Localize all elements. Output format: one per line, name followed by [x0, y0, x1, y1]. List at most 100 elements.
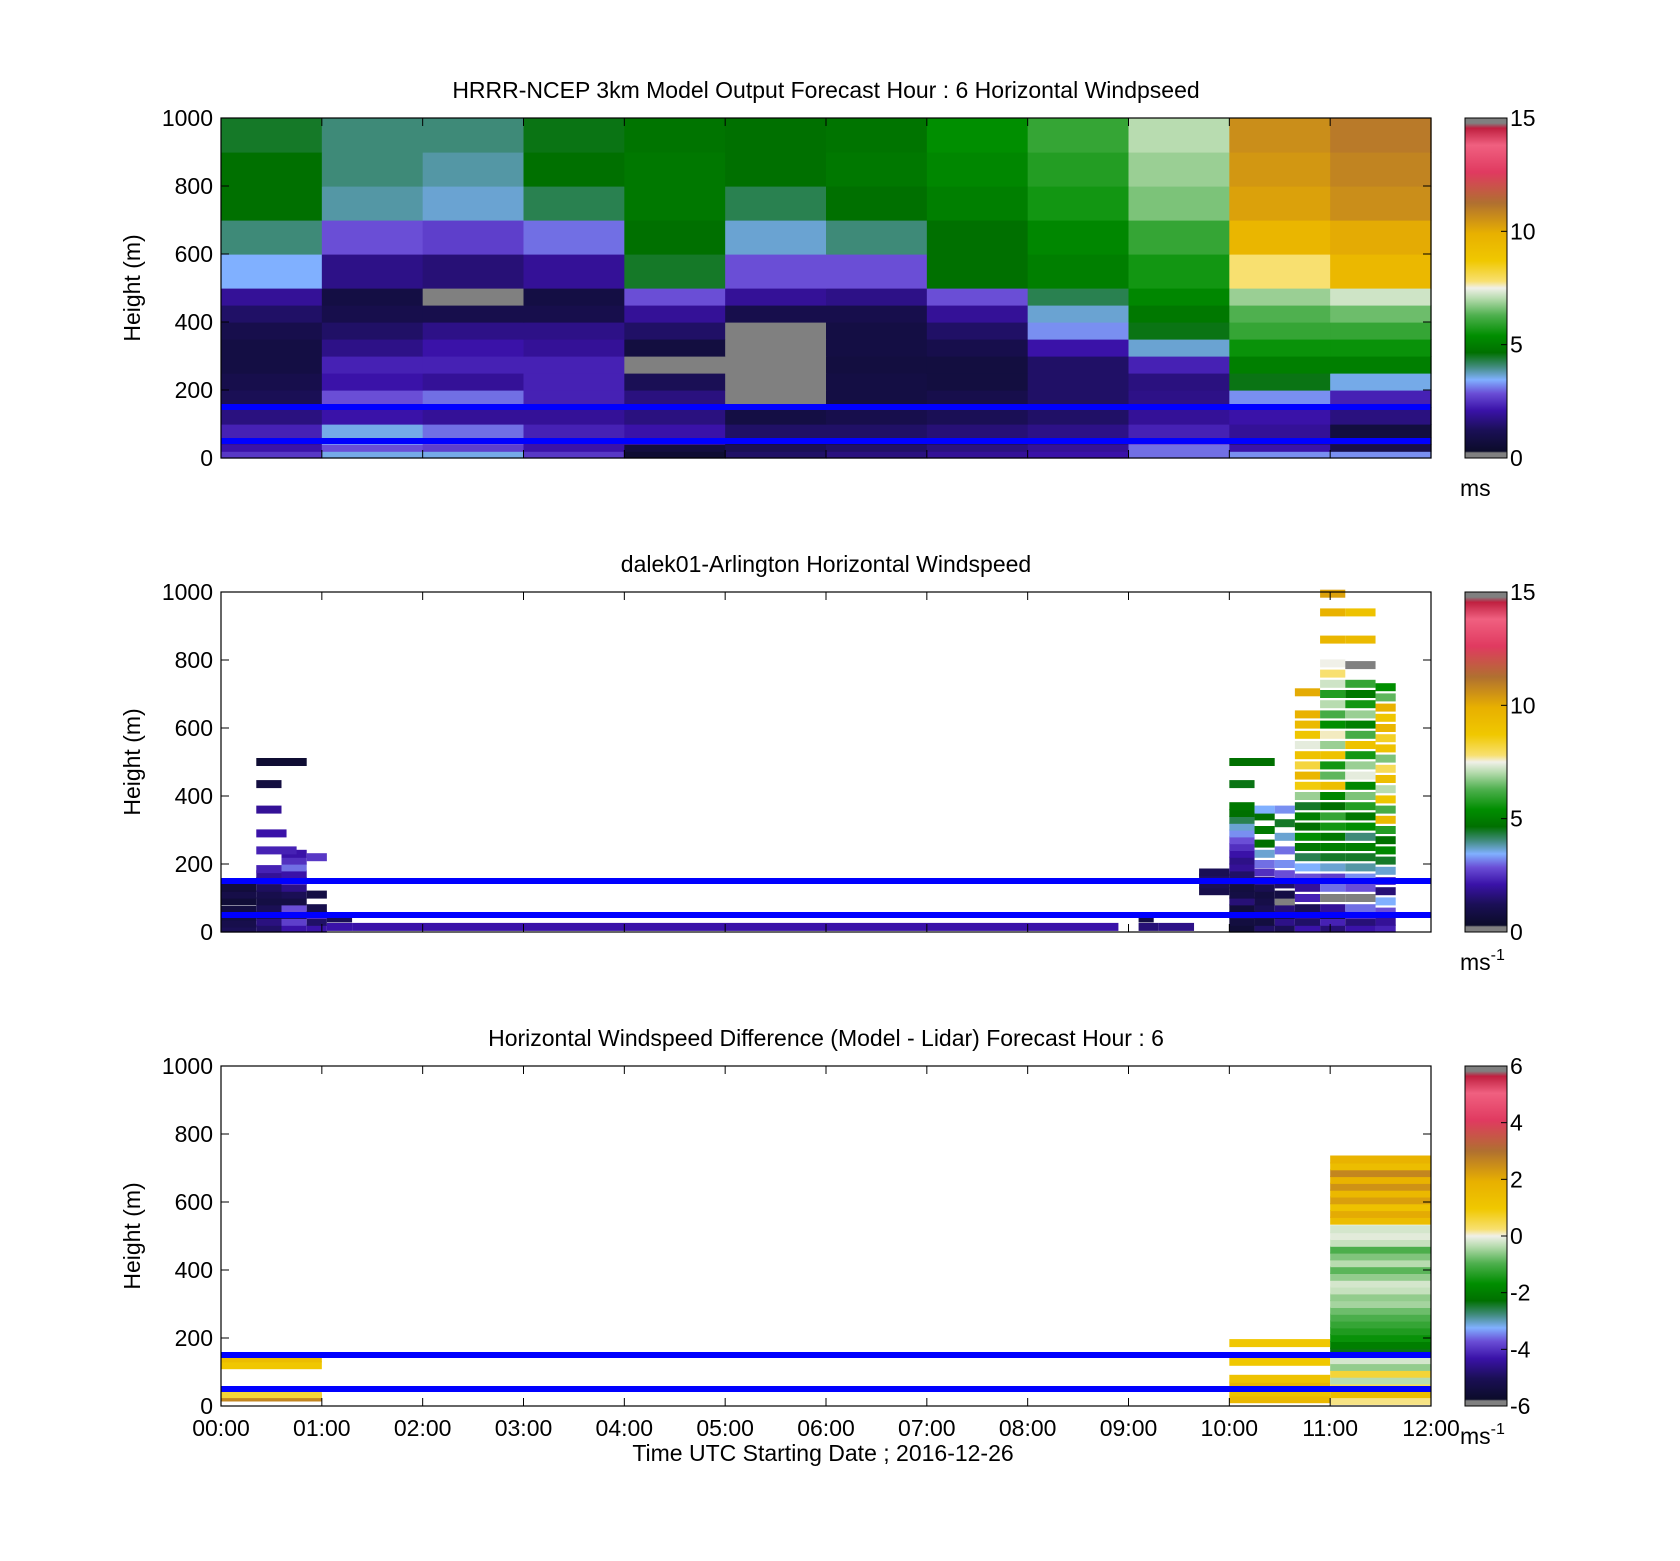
heatmap-cell	[221, 220, 323, 255]
lidar-segment	[221, 890, 257, 899]
heatmap-cell	[221, 288, 323, 306]
lidar-segment	[1294, 741, 1321, 749]
heatmap-cell	[321, 152, 424, 187]
colorbar-tick-label: 4	[1510, 1110, 1523, 1136]
heatmap-cell	[725, 444, 827, 452]
heatmap-cell	[1027, 186, 1130, 221]
x-tick-label: 02:00	[394, 1415, 452, 1441]
heatmap-cell	[1330, 407, 1432, 425]
lidar-segment	[1229, 883, 1255, 892]
heatmap-cell	[1229, 373, 1331, 391]
heatmap-cell	[1330, 444, 1432, 452]
lidar-segment	[1229, 863, 1255, 872]
lidar-segment	[1345, 802, 1376, 811]
colorbar-tick-label: 5	[1510, 806, 1523, 832]
lidar-segment	[1294, 843, 1321, 851]
heatmap-cell	[826, 390, 928, 408]
y-axis-label: Height (m)	[119, 708, 145, 815]
lidar-segment	[1320, 802, 1346, 811]
heatmap-cell	[1330, 220, 1432, 255]
lidar-segment	[1229, 1388, 1331, 1397]
heatmap-cell	[1229, 424, 1331, 439]
plot-area	[221, 1066, 1431, 1406]
heatmap-cell	[221, 373, 323, 391]
lidar-segment	[1229, 822, 1255, 831]
lidar-segment	[1229, 890, 1255, 899]
y-tick-label: 400	[175, 309, 213, 335]
lidar-segment	[1345, 822, 1376, 831]
lidar-segment	[1345, 781, 1376, 790]
heatmap-cell	[422, 356, 525, 374]
heatmap-cell	[1128, 220, 1230, 255]
lidar-segment	[326, 922, 353, 931]
heatmap-cell	[321, 424, 424, 439]
heatmap-cell	[826, 356, 928, 374]
lidar-segment	[1375, 836, 1396, 845]
lidar-segment	[1229, 1374, 1331, 1383]
heatmap-cell	[624, 424, 726, 439]
lidar-segment	[1320, 812, 1346, 821]
lidar-segment	[1375, 897, 1396, 906]
lidar-segment	[1330, 1313, 1431, 1322]
lidar-segment	[1330, 1347, 1431, 1356]
heatmap-cell	[523, 186, 625, 221]
heatmap-cell	[624, 186, 726, 221]
heatmap-cell	[926, 254, 1029, 289]
lidar-segment	[221, 919, 257, 928]
heatmap-cell	[926, 305, 1029, 323]
lidar-segment	[1229, 815, 1255, 824]
heatmap-cell	[1128, 152, 1230, 187]
lidar-segment	[306, 904, 327, 913]
lidar-segment	[1375, 764, 1396, 773]
heatmap-cell	[1027, 373, 1130, 391]
lidar-segment	[1320, 883, 1346, 892]
lidar-segment	[256, 846, 297, 855]
heatmap-cell	[221, 254, 323, 289]
lidar-segment	[1274, 924, 1295, 933]
y-tick-label: 400	[175, 783, 213, 809]
lidar-segment	[256, 870, 282, 879]
heatmap-cell	[1027, 288, 1130, 306]
heatmap-cell	[1027, 390, 1130, 408]
heatmap-cell	[422, 424, 525, 439]
heatmap-cells	[221, 1155, 1431, 1405]
colorbar-tick-label: 10	[1510, 692, 1536, 718]
lidar-segment	[1254, 917, 1275, 926]
lidar-segment	[1294, 792, 1321, 800]
lidar-segment	[1320, 679, 1346, 688]
heatmap-cell	[321, 186, 424, 221]
heatmap-cell	[926, 424, 1029, 439]
lidar-segment	[281, 904, 307, 913]
heatmap-cell	[926, 356, 1029, 374]
lidar-segment	[306, 917, 327, 926]
heatmap-cell	[321, 322, 424, 340]
heatmap-cell	[826, 444, 928, 452]
heatmap-cell	[624, 451, 726, 459]
heatmap-cell	[725, 288, 827, 306]
heatmap-cell	[1128, 186, 1230, 221]
heatmap-cell	[1229, 451, 1331, 459]
lidar-segment	[1274, 904, 1295, 913]
lidar-segment	[1158, 922, 1195, 931]
lidar-segment	[1254, 860, 1275, 868]
lidar-segment	[1320, 822, 1346, 831]
lidar-segment	[256, 865, 282, 874]
lidar-segment	[1320, 720, 1346, 729]
colorbar	[1464, 117, 1508, 459]
lidar-segment	[1375, 785, 1396, 794]
lidar-segment	[281, 870, 307, 879]
heatmap-cell	[826, 407, 928, 425]
heatmap-cell	[422, 407, 525, 425]
lidar-segment	[1345, 679, 1376, 688]
lidar-segment	[1375, 924, 1396, 933]
colorbar-tick-label: 6	[1510, 1053, 1523, 1079]
lidar-segment	[1294, 710, 1321, 719]
x-tick-label: 06:00	[797, 1415, 855, 1441]
heatmap-cell	[1330, 186, 1432, 221]
lidar-segment	[1229, 829, 1255, 838]
y-axis-label: Height (m)	[119, 1182, 145, 1289]
lidar-segment	[281, 883, 307, 892]
heatmap-cell	[1027, 220, 1130, 255]
heatmap-cell	[422, 186, 525, 221]
lidar-segment	[1375, 713, 1396, 722]
